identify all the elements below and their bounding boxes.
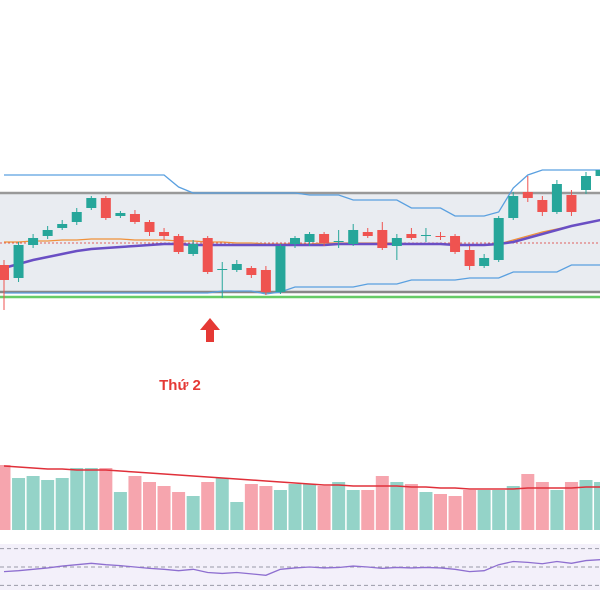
candle-body [290,238,300,244]
volume-bar [99,468,113,530]
candle-body [464,250,475,266]
volume-bar [143,482,156,530]
candle-body [188,244,199,254]
candle-body [159,232,170,236]
candle-body [537,200,548,212]
volume-bar [128,476,142,530]
volume-bar [259,486,273,530]
volume-bar [419,492,433,530]
volume-bar [70,468,84,530]
candle-body [508,196,519,218]
volume-bar [12,478,26,530]
candle-body [13,245,24,278]
volume-bar [172,492,186,530]
volume-bar [201,482,215,530]
candle-body [479,258,490,266]
indicator-line [4,169,600,217]
volume-bar [84,468,98,530]
candle-body [522,192,533,198]
volume-bar [303,484,317,530]
volume-bar [113,492,127,530]
volume-bar [594,482,600,530]
volume-ma [3,465,600,490]
volume-bar [477,490,491,530]
candle-body [202,238,213,272]
candle-body [348,230,359,244]
candle-body [581,176,591,190]
volume-bar [273,490,287,530]
candle-body [319,234,330,243]
volume-bar [157,486,171,530]
volume-bar [55,478,69,530]
candle-body [129,214,140,222]
candle-body [435,236,446,237]
candle-body [173,236,184,252]
candle-body [493,218,504,260]
volume-bar [579,480,593,530]
arrow-up [200,318,220,342]
rsi-line [3,559,600,576]
indicator-line [4,264,600,295]
volume-bar [361,490,375,530]
volume-bar [0,465,11,530]
candle-body [304,234,315,242]
volume-bar [434,494,447,530]
candle-body [391,238,402,246]
volume-bar [230,502,244,530]
volume-bar [463,490,477,530]
volume-bar [521,474,535,530]
candle-body [115,213,126,216]
candle-body [333,241,344,242]
candle-body [260,270,271,292]
candle-body [28,238,39,245]
volume-bar [390,482,404,530]
candle-body [246,268,257,275]
volume-bar [346,490,360,530]
candle-body [71,212,82,222]
volume-bar [41,480,55,530]
candle-body [450,236,461,252]
volume-bar [492,490,506,530]
candle-body [551,184,562,212]
annotation: Thứ 2 [159,377,201,394]
volume-bar [375,476,389,530]
volume-bar [317,486,331,530]
candle-body [86,198,97,208]
candle-body [377,230,388,248]
volume-bar [535,482,549,530]
volume-bar [26,476,40,530]
volume-bar [506,486,520,530]
candle-body [57,224,68,228]
volume-bar [215,478,229,530]
candle-body [217,269,228,270]
candle-body [100,198,111,218]
volume-bar [550,490,564,530]
candle-body [275,246,286,292]
volume-bar [448,496,462,530]
candle-body [595,170,600,176]
candle-body [231,264,242,270]
candle-body [566,195,577,212]
volume-bar [186,496,200,530]
volume-bar [404,484,418,530]
volume-bar [332,482,346,530]
candle-body [406,234,417,238]
candle-body [144,222,155,232]
candle-body [420,235,431,236]
volume-bar [244,484,258,530]
candle-body [362,232,373,236]
candle-body [0,265,9,280]
volume-bar [288,484,302,530]
volume-bar [564,482,578,530]
candle-body [42,230,53,236]
